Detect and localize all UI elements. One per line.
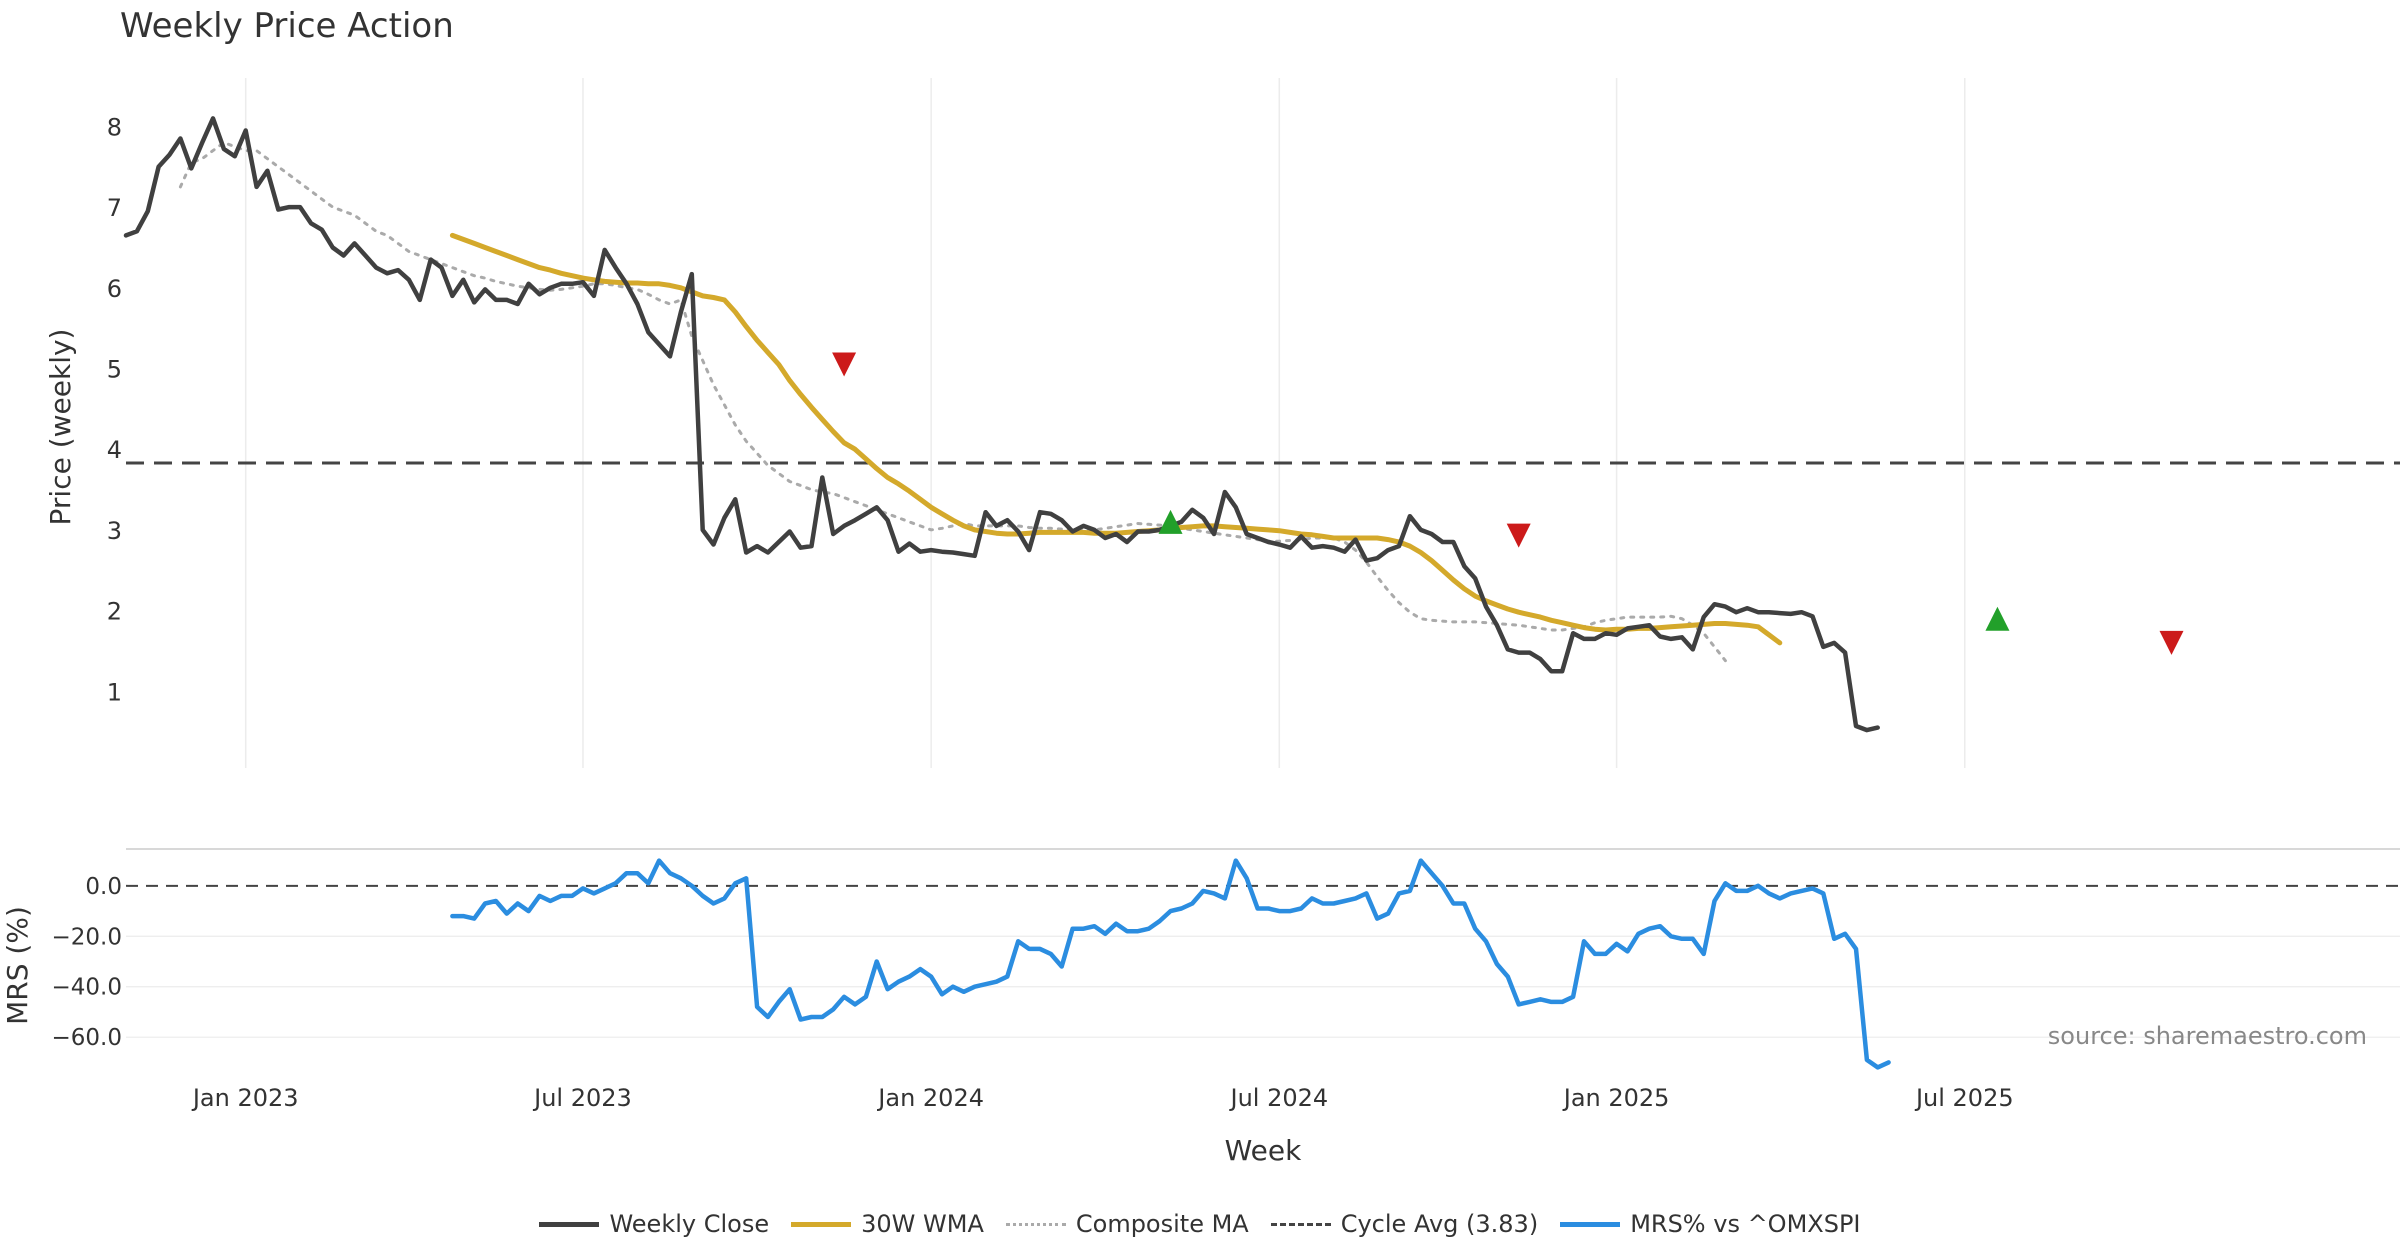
x-tick-label: Jul 2023 <box>532 1084 632 1112</box>
sell-signal-marker <box>1506 523 1531 548</box>
legend-label: Composite MA <box>1075 1210 1249 1238</box>
price-y-tick-label: 2 <box>107 598 122 626</box>
price-y-tick-label: 1 <box>107 678 122 706</box>
price-y-tick-label: 6 <box>107 275 122 303</box>
price-y-axis-label: Price (weekly) <box>44 329 77 526</box>
sell-signal-marker <box>2159 630 2184 655</box>
x-tick-label: Jan 2025 <box>1562 1084 1670 1112</box>
legend-item-composite: Composite MA <box>1005 1210 1249 1238</box>
legend-label: Cycle Avg (3.83) <box>1340 1210 1539 1238</box>
buy-signal-marker <box>1985 606 2010 631</box>
mrs-y-tick-label: 0.0 <box>85 874 122 900</box>
x-axis-label: Week <box>1225 1134 1302 1167</box>
mrs-panel <box>126 858 2400 1070</box>
x-tick-label: Jul 2025 <box>1914 1084 2014 1112</box>
chart-legend: Weekly Close 30W WMA Composite MA Cycle Avg… <box>0 1210 2400 1238</box>
legend-label: 30W WMA <box>861 1210 984 1238</box>
price-y-tick-label: 8 <box>107 113 122 141</box>
legend-item-close: Weekly Close <box>539 1210 769 1238</box>
grid-layer <box>126 78 2400 1038</box>
price-y-tick-label: 4 <box>107 436 122 464</box>
price-y-tick-label: 3 <box>107 517 122 545</box>
legend-item-cycle: Cycle Avg (3.83) <box>1270 1210 1539 1238</box>
axes: 1 2 3 4 5 6 7 8 Price (weekly) 0.0 −20.0 −40.0 −60.0… <box>1 113 2367 1167</box>
legend-item-mrs: MRS% vs ^OMXSPI <box>1560 1210 1861 1238</box>
price-panel <box>123 116 2400 733</box>
close-series-line <box>123 116 1880 733</box>
legend-item-wma: 30W WMA <box>791 1210 984 1238</box>
legend-swatch-wma <box>791 1221 852 1227</box>
mrs-y-tick-label: −60.0 <box>52 1025 122 1051</box>
legend-label: Weekly Close <box>609 1210 770 1238</box>
x-tick-label: Jul 2024 <box>1228 1084 1328 1112</box>
legend-swatch-close <box>539 1221 600 1227</box>
mrs-series-line <box>450 858 1891 1070</box>
mrs-y-tick-label: −40.0 <box>52 975 122 1001</box>
buy-signal-marker <box>1158 509 1183 534</box>
source-watermark: source: sharemaestro.com <box>2048 1022 2367 1050</box>
price-y-tick-label: 7 <box>107 194 122 222</box>
mrs-y-axis-label: MRS (%) <box>1 906 34 1025</box>
composite-series-line <box>178 141 1727 663</box>
legend-swatch-mrs <box>1560 1221 1621 1227</box>
legend-label: MRS% vs ^OMXSPI <box>1630 1210 1861 1238</box>
chart-title: Weekly Price Action <box>120 6 454 46</box>
sell-signal-marker <box>832 352 857 377</box>
x-tick-label: Jan 2023 <box>191 1084 299 1112</box>
mrs-y-tick-label: −20.0 <box>52 924 122 950</box>
legend-swatch-cycle <box>1270 1222 1331 1226</box>
price-y-tick-label: 5 <box>107 356 122 384</box>
legend-swatch-composite <box>1005 1222 1066 1226</box>
x-tick-label: Jan 2024 <box>876 1084 984 1112</box>
